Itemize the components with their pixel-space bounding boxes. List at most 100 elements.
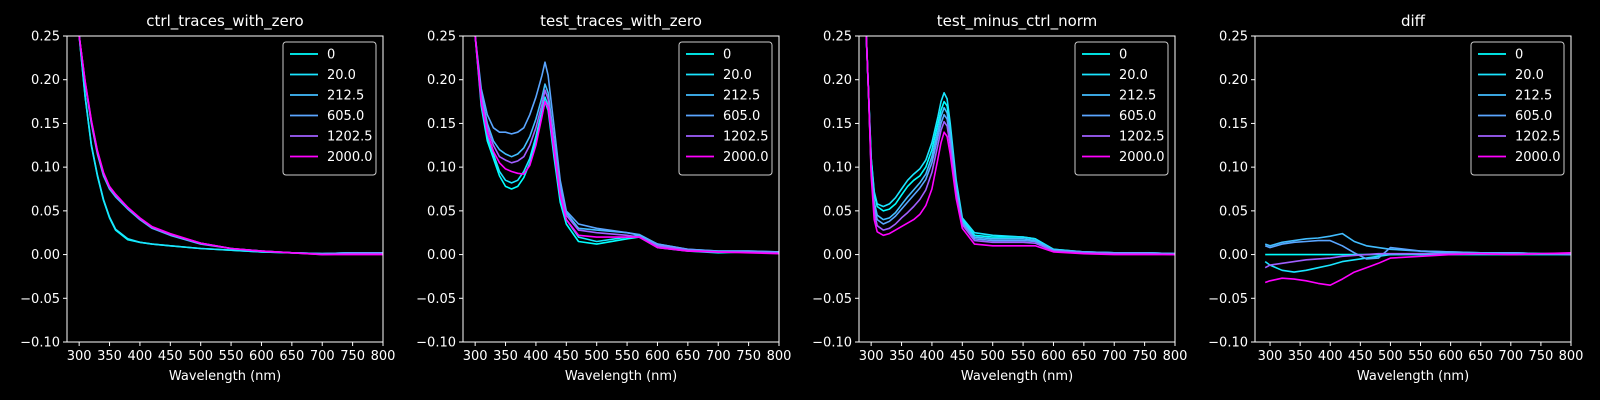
chart-title: test_minus_ctrl_norm — [937, 12, 1098, 31]
x-tick-label: 550 — [615, 349, 640, 364]
x-tick-label: 500 — [188, 349, 213, 364]
x-tick-label: 700 — [310, 349, 335, 364]
x-tick-label: 800 — [371, 349, 396, 364]
x-tick-label: 300 — [463, 349, 488, 364]
x-tick-label: 800 — [1559, 349, 1584, 364]
legend-entry: 605.0 — [1119, 109, 1156, 124]
x-tick-label: 500 — [584, 349, 609, 364]
y-tick-label: 0.25 — [1219, 30, 1248, 45]
x-tick-label: 350 — [97, 349, 122, 364]
plot-frame — [462, 35, 780, 343]
y-tick-label: 0.10 — [31, 161, 60, 176]
y-tick-label: 0.10 — [427, 161, 456, 176]
legend-entry: 0 — [1119, 48, 1127, 63]
x-tick-label: 450 — [1348, 349, 1373, 364]
series-group — [865, 36, 1175, 256]
y-tick-label: 0.00 — [823, 248, 852, 263]
y-tick-label: 0.00 — [31, 248, 60, 263]
legend-entry: 2000.0 — [1119, 150, 1165, 165]
legend-entry: 212.5 — [1119, 89, 1156, 104]
series-line-2000.0 — [78, 36, 383, 256]
y-tick-label: −0.10 — [1208, 336, 1248, 351]
y-tick-label: 0.20 — [823, 73, 852, 88]
series-group — [474, 36, 779, 255]
legend-entry: 1202.5 — [327, 130, 373, 145]
legend-entry: 605.0 — [1515, 109, 1552, 124]
y-tick-label: 0.10 — [823, 161, 852, 176]
y-tick-label: 0.25 — [823, 30, 852, 45]
y-tick-label: 0.15 — [1219, 117, 1248, 132]
x-axis-label: Wavelength (nm) — [961, 369, 1073, 384]
x-tick-label: 400 — [128, 349, 153, 364]
chart-panel-4: 300 350 400 450 500 550 600 650 700 750 800 0.25 0.2… — [1208, 12, 1583, 384]
chart-panel-1: 300 350 400 450 500 550 600 650 700 750 800 0.25 0.2… — [20, 12, 395, 384]
x-tick-label: 800 — [1163, 349, 1188, 364]
x-tick-label: 400 — [1318, 349, 1343, 364]
y-tick-label: −0.05 — [1208, 292, 1248, 307]
y-tick-label: 0.25 — [427, 30, 456, 45]
x-tick-label: 400 — [524, 349, 549, 364]
x-axis-label: Wavelength (nm) — [1357, 369, 1469, 384]
y-tick-label: 0.05 — [427, 204, 456, 219]
x-tick-label: 550 — [1408, 349, 1433, 364]
legend-entry: 20.0 — [723, 68, 752, 83]
y-tick-label: 0.20 — [1219, 73, 1248, 88]
y-tick-label: 0.00 — [427, 248, 456, 263]
legend-entry: 2000.0 — [723, 150, 769, 165]
series-group — [1264, 232, 1571, 287]
legend: 0 20.0 212.5 605.0 1202.5 2000.0 — [1074, 41, 1169, 176]
x-tick-label: 650 — [675, 349, 700, 364]
x-tick-label: 400 — [920, 349, 945, 364]
x-tick-label: 750 — [736, 349, 761, 364]
legend-entry: 20.0 — [1119, 68, 1148, 83]
legend-entry: 2000.0 — [1515, 150, 1561, 165]
chart-panel-2: 300 350 400 450 500 550 600 650 700 750 800 0.25 0.2… — [416, 12, 791, 384]
y-tick-label: 0.20 — [31, 73, 60, 88]
x-tick-label: 650 — [279, 349, 304, 364]
legend-entry: 20.0 — [327, 68, 356, 83]
x-tick-label: 500 — [1378, 349, 1403, 364]
series-line-2000.0 — [474, 36, 779, 255]
x-tick-label: 600 — [1041, 349, 1066, 364]
y-tick-label: 0.05 — [31, 204, 60, 219]
x-tick-label: 300 — [67, 349, 92, 364]
x-tick-label: 550 — [1011, 349, 1036, 364]
series-line-2000.0 — [1264, 252, 1571, 287]
y-tick-label: 0.20 — [427, 73, 456, 88]
x-tick-label: 350 — [1288, 349, 1313, 364]
x-tick-label: 750 — [1528, 349, 1553, 364]
legend-entry: 212.5 — [327, 89, 364, 104]
x-tick-label: 500 — [980, 349, 1005, 364]
y-tick-label: 0.10 — [1219, 161, 1248, 176]
series-line-1202.5 — [474, 36, 779, 254]
x-tick-label: 650 — [1468, 349, 1493, 364]
legend-entry: 0 — [1515, 48, 1523, 63]
legend-entry: 2000.0 — [327, 150, 373, 165]
x-tick-label: 800 — [767, 349, 792, 364]
chart-title: ctrl_traces_with_zero — [146, 12, 303, 31]
legend-entry: 1202.5 — [723, 130, 769, 145]
x-axis-label: Wavelength (nm) — [565, 369, 677, 384]
y-tick-label: −0.10 — [812, 336, 852, 351]
legend-entry: 0 — [723, 48, 731, 63]
legend: 0 20.0 212.5 605.0 1202.5 2000.0 — [282, 41, 377, 176]
y-tick-label: 0.05 — [823, 204, 852, 219]
y-tick-label: 0.15 — [31, 117, 60, 132]
y-tick-label: −0.05 — [416, 292, 456, 307]
legend-entry: 1202.5 — [1119, 130, 1165, 145]
x-tick-label: 550 — [219, 349, 244, 364]
legend-entry: 605.0 — [327, 109, 364, 124]
series-line-605.0 — [474, 36, 779, 253]
legend-entry: 1202.5 — [1515, 130, 1561, 145]
x-tick-label: 700 — [1498, 349, 1523, 364]
x-tick-label: 700 — [706, 349, 731, 364]
chart-panel-3: 300 350 400 450 500 550 600 650 700 750 800 0.25 0.2… — [812, 12, 1187, 384]
legend-entry: 605.0 — [723, 109, 760, 124]
y-tick-label: −0.10 — [20, 336, 60, 351]
x-tick-label: 600 — [1438, 349, 1463, 364]
x-tick-label: 350 — [889, 349, 914, 364]
legend: 0 20.0 212.5 605.0 1202.5 2000.0 — [678, 41, 773, 176]
x-tick-label: 450 — [554, 349, 579, 364]
series-line-2000.0 — [865, 36, 1175, 256]
